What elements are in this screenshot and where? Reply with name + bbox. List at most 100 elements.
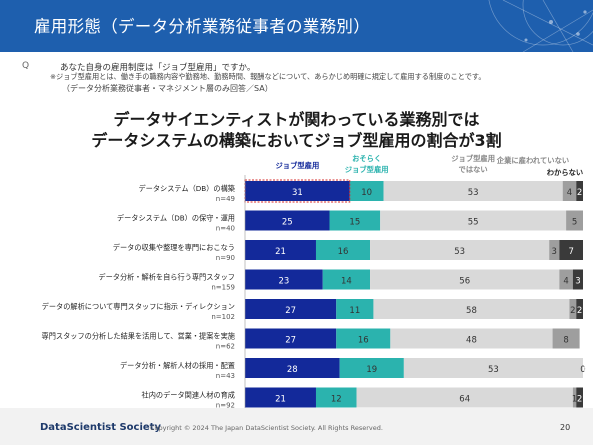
value-label: 53 xyxy=(488,365,499,375)
value-label: 56 xyxy=(459,277,470,287)
bar-segment xyxy=(559,240,583,260)
headline-line2: データシステムの構築においてジョブ型雇用の割合が3割 xyxy=(91,131,502,150)
stacked-bar-chart: ジョブ型雇用おそらくジョブ型雇用ジョブ型雇用ではない企業に雇われていないわからな… xyxy=(41,154,588,409)
sample-size-label: n=43 xyxy=(216,372,235,380)
page-number: 20 xyxy=(560,423,571,432)
bar-segment xyxy=(552,328,580,349)
value-label: 55 xyxy=(468,218,479,228)
category-label: データ分析・解析人材の採用・配置 xyxy=(120,361,235,370)
bar-segment xyxy=(245,358,340,378)
category-label: データ分析・解析を自ら行う専門スタッフ xyxy=(98,273,235,282)
value-label: 3 xyxy=(575,277,580,287)
value-label: 5 xyxy=(572,218,577,228)
category-label: データシステム（DB）の保守・運用 xyxy=(117,214,235,223)
page-title: 雇用形態（データ分析業務従事者の業務別） xyxy=(34,17,370,36)
bar-segment xyxy=(572,269,583,290)
value-label: 2 xyxy=(570,306,575,316)
bar-segment xyxy=(576,181,583,201)
bar-segment xyxy=(380,210,567,231)
bar-segment xyxy=(329,210,381,231)
question-mark-label: Q xyxy=(22,61,30,71)
sample-size-label: n=102 xyxy=(211,313,235,321)
value-label: 31 xyxy=(292,188,303,198)
category-label: データの収集や整理を専門におこなう xyxy=(113,243,235,252)
value-label: 12 xyxy=(331,395,342,405)
bar-segment xyxy=(245,387,316,408)
sample-size-label: n=92 xyxy=(216,402,235,409)
value-label: 53 xyxy=(468,188,479,198)
category-label: 社内のデータ関連人材の育成 xyxy=(142,391,235,400)
legend-label-3: ではない xyxy=(459,165,488,174)
bar-segment xyxy=(245,269,323,290)
sample-size-label: n=90 xyxy=(216,254,235,262)
value-label: 53 xyxy=(454,247,465,257)
header-bar: 雇用形態（データ分析業務従事者の業務別） xyxy=(0,0,593,52)
value-label: 2 xyxy=(577,395,582,405)
legend-label-2: ジョブ型雇用 xyxy=(345,165,389,174)
bar-segment xyxy=(569,299,577,319)
bar-segment xyxy=(566,210,583,231)
value-label: 58 xyxy=(466,306,477,316)
bar-segment xyxy=(403,358,583,378)
bar-segment xyxy=(576,299,583,319)
bar-segment xyxy=(315,387,357,408)
category-label: 専門スタッフの分析した結果を活用して、営業・提案を実施 xyxy=(42,332,236,341)
value-label: 4 xyxy=(567,188,572,198)
value-label: 3 xyxy=(552,247,557,257)
value-label: 11 xyxy=(349,306,360,316)
sample-size-label: n=49 xyxy=(216,195,235,203)
sample-size-label: n=159 xyxy=(211,284,235,292)
value-label: 4 xyxy=(563,277,568,287)
bar-segment xyxy=(356,387,573,408)
bar-segment xyxy=(245,328,337,349)
bar-segment xyxy=(390,328,553,349)
value-label: 21 xyxy=(275,247,286,257)
footer: DataScientist Society Copyright © 2024 T… xyxy=(0,408,593,445)
sample-size-label: n=40 xyxy=(216,225,235,233)
bar-segment xyxy=(245,299,337,319)
bar-segment xyxy=(245,181,350,201)
bar-segment xyxy=(336,299,374,319)
bar-segment xyxy=(245,240,316,260)
value-label: 8 xyxy=(563,336,568,346)
value-label: 16 xyxy=(358,336,369,346)
value-label: 0 xyxy=(580,365,585,375)
value-label: 27 xyxy=(285,336,296,346)
bar-segment xyxy=(559,269,573,290)
value-label: 0 xyxy=(583,218,588,228)
footer-brand: DataScientist Society xyxy=(40,422,161,433)
value-label: 14 xyxy=(341,277,352,287)
value-label: 27 xyxy=(285,306,296,316)
bar-segment xyxy=(576,387,583,408)
survey-question: あなた自身の雇用制度は「ジョブ型雇用」ですか。 xyxy=(60,63,256,73)
value-label: 23 xyxy=(278,277,289,287)
value-label: 28 xyxy=(287,365,298,375)
headline-line1: データサイエンティストが関わっている業務別では xyxy=(113,110,480,129)
value-label: 21 xyxy=(275,395,286,405)
bar-segment xyxy=(349,181,384,201)
bar-segment xyxy=(562,181,577,201)
category-label: データの解析について専門スタッフに指示・ディレクション xyxy=(42,302,235,311)
legend-label-1: ジョブ型雇用 xyxy=(275,161,319,170)
legend-label-3: ジョブ型雇用 xyxy=(451,154,495,163)
bar-segment xyxy=(383,181,563,201)
bar-segment xyxy=(370,269,560,290)
value-label: 25 xyxy=(282,218,293,228)
legend-label-5: わからない xyxy=(547,168,583,177)
survey-scope: （データ分析業務従事者・マネジメント層のみ回答／SA） xyxy=(62,84,273,93)
value-label: 48 xyxy=(466,336,477,346)
value-label: 2 xyxy=(577,306,582,316)
bar-segment xyxy=(245,210,330,231)
bar-segment xyxy=(370,240,550,260)
value-label: 16 xyxy=(338,247,349,257)
bar-segment xyxy=(339,358,404,378)
value-label: 7 xyxy=(568,247,573,257)
bar-segment xyxy=(322,269,371,290)
footer-copyright: Copyright © 2024 The Japan DataScientist… xyxy=(150,424,383,432)
bar-segment xyxy=(336,328,391,349)
legend-label-2: おそらく xyxy=(352,154,381,163)
value-label: 64 xyxy=(459,395,470,405)
legend-label-4: 企業に雇われていない xyxy=(496,156,569,165)
value-label: 19 xyxy=(366,365,377,375)
value-label: 1 xyxy=(572,395,577,405)
